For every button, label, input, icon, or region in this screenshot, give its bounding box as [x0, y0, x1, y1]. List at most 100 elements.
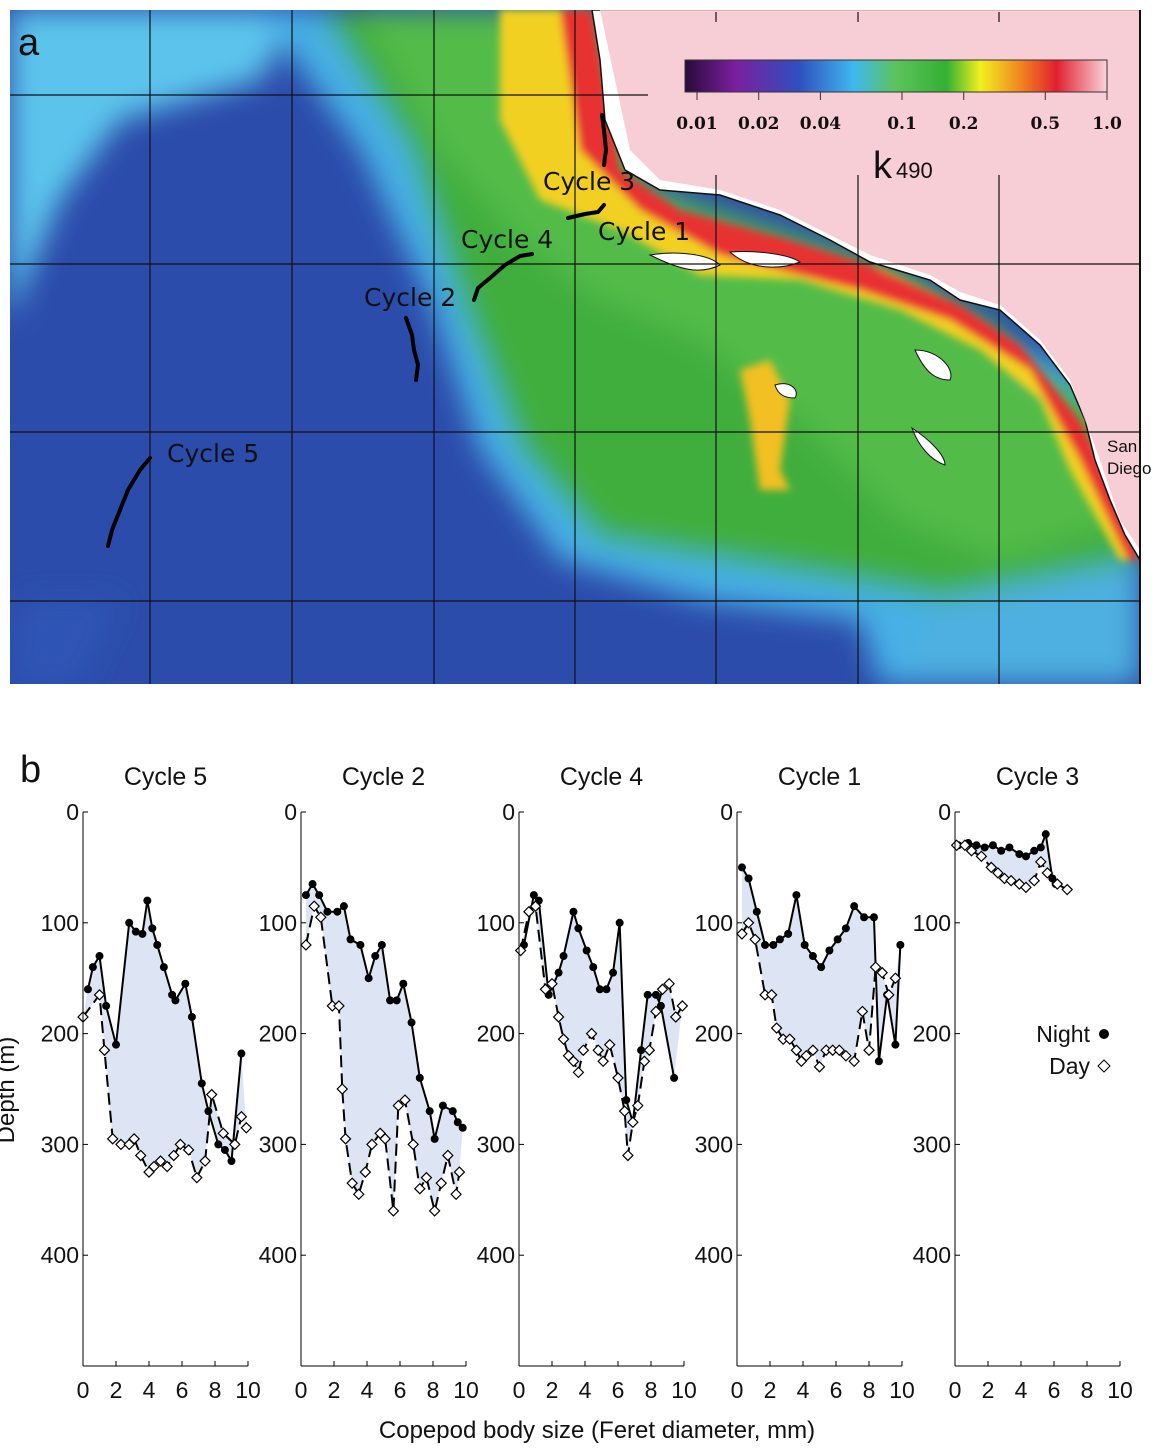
night-point — [1021, 852, 1030, 861]
x-tick-label: 0 — [513, 1377, 526, 1403]
chart-title: Cycle 4 — [560, 763, 643, 791]
x-tick-label: 0 — [295, 1377, 308, 1403]
night-point — [841, 924, 850, 933]
day-point — [959, 839, 971, 852]
x-tick-label: 2 — [328, 1377, 341, 1403]
day-point — [856, 1005, 869, 1018]
day-point — [770, 1022, 783, 1034]
y-tick-label: 300 — [477, 1131, 515, 1157]
night-point — [643, 990, 652, 999]
day-point — [300, 939, 312, 951]
y-tick-label: 200 — [695, 1021, 733, 1047]
chart-title: Cycle 5 — [124, 763, 207, 791]
day-point — [1020, 881, 1032, 894]
panel-label: a — [18, 22, 40, 64]
day-point — [407, 1138, 420, 1151]
night-point — [131, 927, 140, 936]
day-point — [442, 1149, 454, 1162]
y-tick-label: 200 — [259, 1021, 297, 1047]
day-point — [783, 1033, 796, 1045]
night-point — [187, 1012, 196, 1021]
y-tick-label: 100 — [477, 910, 515, 936]
colorbar-tick-label: 0.02 — [738, 114, 779, 134]
day-point — [800, 1049, 813, 1062]
night-point — [112, 1040, 120, 1049]
night-point — [197, 1079, 206, 1088]
night-point — [670, 1073, 679, 1082]
night-point — [453, 1118, 462, 1127]
night-line — [86, 900, 243, 1165]
y-tick-label: 300 — [41, 1131, 79, 1157]
night-point — [761, 940, 770, 949]
x-tick-label: 2 — [764, 1377, 777, 1403]
day-point — [115, 1138, 127, 1151]
night-point — [825, 946, 834, 955]
day-point — [352, 1188, 365, 1201]
day-point — [106, 1133, 119, 1145]
day-point — [676, 1000, 689, 1012]
day-line — [82, 992, 248, 1181]
night-point — [554, 968, 563, 977]
day-point — [413, 1182, 426, 1195]
colorbar — [684, 59, 1108, 93]
night-point — [860, 913, 869, 922]
night-point — [744, 874, 753, 883]
y-axis-label: Depth (m) — [0, 1037, 20, 1144]
night-point — [775, 935, 784, 944]
legend-marker — [1097, 1059, 1111, 1073]
night-point — [833, 935, 842, 944]
y-tick-label: 400 — [41, 1242, 79, 1268]
day-point — [359, 1166, 372, 1178]
shaded-area — [83, 900, 247, 1178]
night-point — [980, 843, 989, 852]
night-point — [529, 891, 538, 900]
day-point — [840, 1049, 852, 1062]
night-point — [972, 841, 981, 850]
night-point — [1030, 846, 1039, 855]
day-point — [1061, 883, 1074, 896]
day-point — [650, 1005, 662, 1018]
night-point — [784, 929, 793, 938]
day-point — [669, 1011, 682, 1023]
night-point — [817, 963, 826, 972]
x-tick-label: 8 — [427, 1377, 440, 1403]
x-tick-label: 10 — [1107, 1377, 1133, 1403]
night-point — [1036, 843, 1045, 852]
day-point — [199, 1155, 211, 1167]
day-point — [869, 961, 882, 973]
x-tick-label: 8 — [645, 1377, 658, 1403]
x-tick-label: 10 — [453, 1377, 479, 1403]
y-tick-label: 0 — [284, 799, 297, 825]
night-point — [896, 940, 905, 949]
day-point — [1051, 878, 1064, 890]
night-point — [415, 1073, 424, 1082]
legend-marker — [1099, 1029, 1109, 1039]
day-point — [638, 1055, 651, 1068]
night-point — [333, 907, 342, 916]
x-tick-label: 10 — [889, 1377, 915, 1403]
day-point — [765, 988, 778, 1001]
day-point — [622, 1149, 634, 1162]
night-point — [458, 1123, 467, 1132]
x-tick-label: 4 — [361, 1377, 374, 1403]
day-point — [217, 1127, 230, 1140]
night-point — [346, 935, 355, 944]
y-tick-label: 300 — [259, 1131, 297, 1157]
night-point — [559, 952, 568, 961]
day-point — [807, 1044, 819, 1057]
colorbar-subscript: 490 — [896, 158, 933, 183]
day-point — [529, 900, 542, 913]
day-point — [618, 1105, 631, 1118]
day-point — [975, 850, 988, 863]
day-point — [1005, 874, 1017, 887]
x-tick-label: 10 — [235, 1377, 261, 1403]
night-point — [800, 940, 809, 949]
night-point — [148, 924, 157, 933]
day-point — [577, 1044, 590, 1057]
x-tick-label: 0 — [731, 1377, 744, 1403]
night-point — [425, 1107, 434, 1116]
night-point — [171, 996, 180, 1005]
day-point — [333, 1000, 345, 1012]
panel-label: b — [20, 749, 41, 791]
